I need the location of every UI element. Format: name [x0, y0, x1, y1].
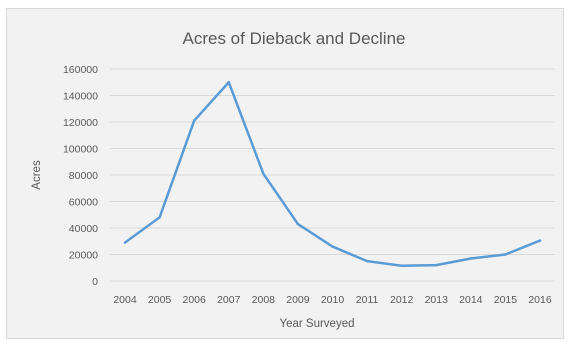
x-tick-label: 2010	[321, 294, 345, 306]
x-tick-label: 2015	[494, 294, 518, 306]
y-tick-label: 160000	[63, 64, 98, 76]
data-point-2014	[469, 257, 473, 260]
x-tick-label: 2014	[459, 294, 483, 306]
data-point-2007	[227, 81, 230, 84]
x-tick-label: 2007	[217, 294, 241, 306]
data-point-2009	[296, 222, 300, 226]
data-point-2012	[400, 264, 403, 267]
x-tick-label: 2005	[148, 294, 172, 306]
y-tick-label: 60000	[69, 197, 98, 209]
y-tick-label: 20000	[69, 250, 98, 262]
y-tick-label: 0	[92, 276, 98, 288]
data-point-2016	[538, 239, 542, 242]
data-point-2010	[331, 245, 334, 248]
data-point-2013	[435, 263, 438, 267]
data-point-2008	[262, 172, 265, 175]
data-point-2005	[158, 216, 161, 219]
x-axis-ticks: 2004 2005 2006 2007 2008 2009 2010 2011 2012 2013…	[113, 294, 552, 306]
x-tick-label: 2013	[425, 294, 449, 306]
y-axis-ticks: 0 20000 40000 60000 80000 100000 120000 140000 1…	[63, 64, 98, 288]
data-point-2011	[365, 259, 369, 263]
data-point-2004	[123, 241, 127, 244]
y-tick-label: 40000	[69, 223, 98, 235]
series-group	[123, 81, 542, 268]
data-point-2015	[504, 253, 507, 256]
data-point-2006	[192, 119, 196, 122]
x-tick-label: 2009	[286, 294, 310, 306]
x-tick-label: 2016	[528, 294, 552, 306]
x-tick-label: 2004	[113, 294, 137, 306]
chart-title: Acres of Dieback and Decline	[182, 29, 405, 48]
y-tick-label: 80000	[69, 170, 98, 182]
gridlines	[110, 68, 555, 282]
y-tick-label: 120000	[63, 117, 98, 129]
y-tick-label: 100000	[63, 144, 98, 156]
x-tick-label: 2006	[182, 294, 206, 306]
x-axis-label: Year Surveyed	[279, 318, 354, 330]
chart-frame	[6, 8, 564, 339]
y-axis-label: Acres	[31, 160, 43, 190]
x-tick-label: 2012	[390, 294, 414, 306]
y-tick-label: 140000	[63, 91, 98, 103]
series-line	[123, 81, 542, 268]
x-tick-label: 2011	[356, 294, 379, 306]
x-tick-label: 2008	[252, 294, 276, 306]
